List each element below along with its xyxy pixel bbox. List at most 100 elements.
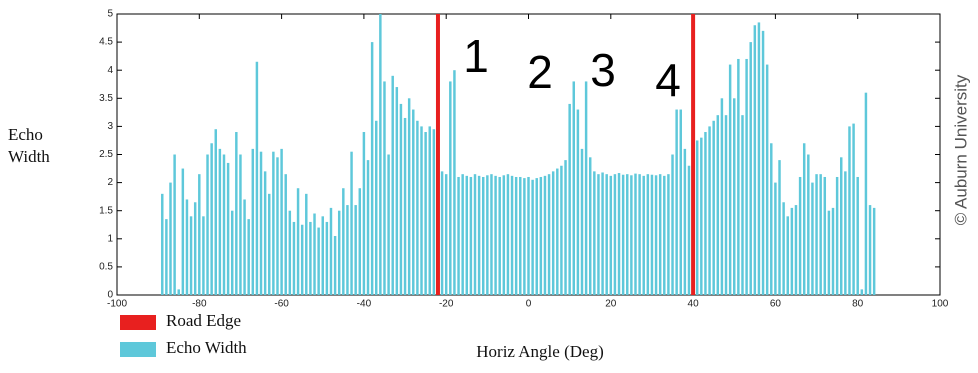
bar <box>469 176 473 295</box>
bar <box>399 103 403 295</box>
bar <box>490 174 493 295</box>
bar <box>218 148 222 295</box>
bar <box>214 129 217 295</box>
bar <box>226 162 230 295</box>
bar <box>823 176 827 295</box>
bar <box>794 205 798 295</box>
y-axis-label: Echo Width <box>8 125 50 166</box>
bar <box>403 117 407 295</box>
bar <box>626 174 629 295</box>
bar <box>255 61 259 295</box>
bar <box>671 154 674 295</box>
bar <box>667 174 670 295</box>
bar <box>774 182 777 295</box>
bar <box>613 174 617 295</box>
bar <box>272 151 275 295</box>
bar <box>519 176 522 295</box>
bar <box>535 178 538 295</box>
bar <box>819 174 822 295</box>
bar <box>827 210 831 295</box>
bar <box>473 174 477 295</box>
x-tick-label: 20 <box>605 299 617 310</box>
x-tick-label: 80 <box>852 299 864 310</box>
bar <box>424 132 427 295</box>
bar <box>243 199 246 295</box>
x-tick-label: -20 <box>439 299 454 310</box>
bar <box>202 216 205 295</box>
bar <box>510 175 514 295</box>
bar <box>576 109 580 295</box>
bar <box>247 219 250 295</box>
bar <box>601 172 604 295</box>
bar <box>749 42 752 295</box>
bar <box>786 216 789 295</box>
bar <box>412 109 415 295</box>
bar <box>206 154 209 295</box>
bar <box>856 176 859 295</box>
bar <box>263 171 267 295</box>
x-tick-label: -80 <box>192 299 207 310</box>
bar <box>683 148 687 295</box>
bar <box>663 175 666 295</box>
bar <box>342 188 345 295</box>
legend-label: Echo Width <box>166 338 247 357</box>
bar <box>811 182 814 295</box>
bar <box>770 143 773 295</box>
bar <box>317 227 320 295</box>
bar <box>539 176 543 295</box>
x-tick-label: -40 <box>357 299 372 310</box>
bar <box>802 143 806 295</box>
bar <box>222 154 226 295</box>
y-tick-label: 4.5 <box>99 37 113 48</box>
y-tick-label: 5 <box>107 9 113 20</box>
bar <box>860 289 864 295</box>
bar <box>634 173 637 295</box>
bar <box>593 171 596 295</box>
bar <box>284 174 287 295</box>
y-tick-label: 0.5 <box>99 262 113 273</box>
bar <box>420 126 423 296</box>
bar <box>638 174 641 295</box>
bar <box>251 148 255 295</box>
bar <box>778 160 781 295</box>
bar <box>868 205 872 295</box>
bar <box>198 174 201 295</box>
bar <box>288 210 292 295</box>
x-tick-label: -100 <box>107 299 127 310</box>
bar <box>790 207 794 295</box>
bar <box>815 174 818 295</box>
bar <box>354 205 357 295</box>
bar <box>193 202 197 295</box>
bar <box>588 157 592 295</box>
bar <box>333 235 337 295</box>
x-tick-label: -60 <box>274 299 289 310</box>
bar <box>527 176 530 295</box>
bar <box>551 171 555 295</box>
y-tick-label: 0 <box>107 290 113 301</box>
bar <box>370 42 374 295</box>
y-tick-label: 4 <box>107 65 113 76</box>
bar <box>432 129 436 295</box>
bar <box>646 174 650 295</box>
bar <box>173 154 176 295</box>
x-axis-label: Horiz Angle (Deg) <box>476 342 603 361</box>
bar <box>268 193 271 295</box>
bar <box>350 151 353 295</box>
bar <box>453 70 456 295</box>
bar <box>621 174 625 295</box>
bar <box>280 148 283 295</box>
bar <box>753 25 757 296</box>
watermark: © Auburn University <box>951 74 970 225</box>
bar <box>708 126 711 296</box>
y-tick-label: 1 <box>107 233 113 244</box>
bar <box>848 126 851 296</box>
bar <box>189 216 193 295</box>
bar <box>358 188 362 295</box>
bar <box>494 175 497 295</box>
bar <box>630 175 633 295</box>
bar <box>181 168 185 295</box>
bar <box>346 205 349 295</box>
bar <box>486 175 489 295</box>
bar <box>745 58 748 296</box>
bar <box>416 120 419 295</box>
